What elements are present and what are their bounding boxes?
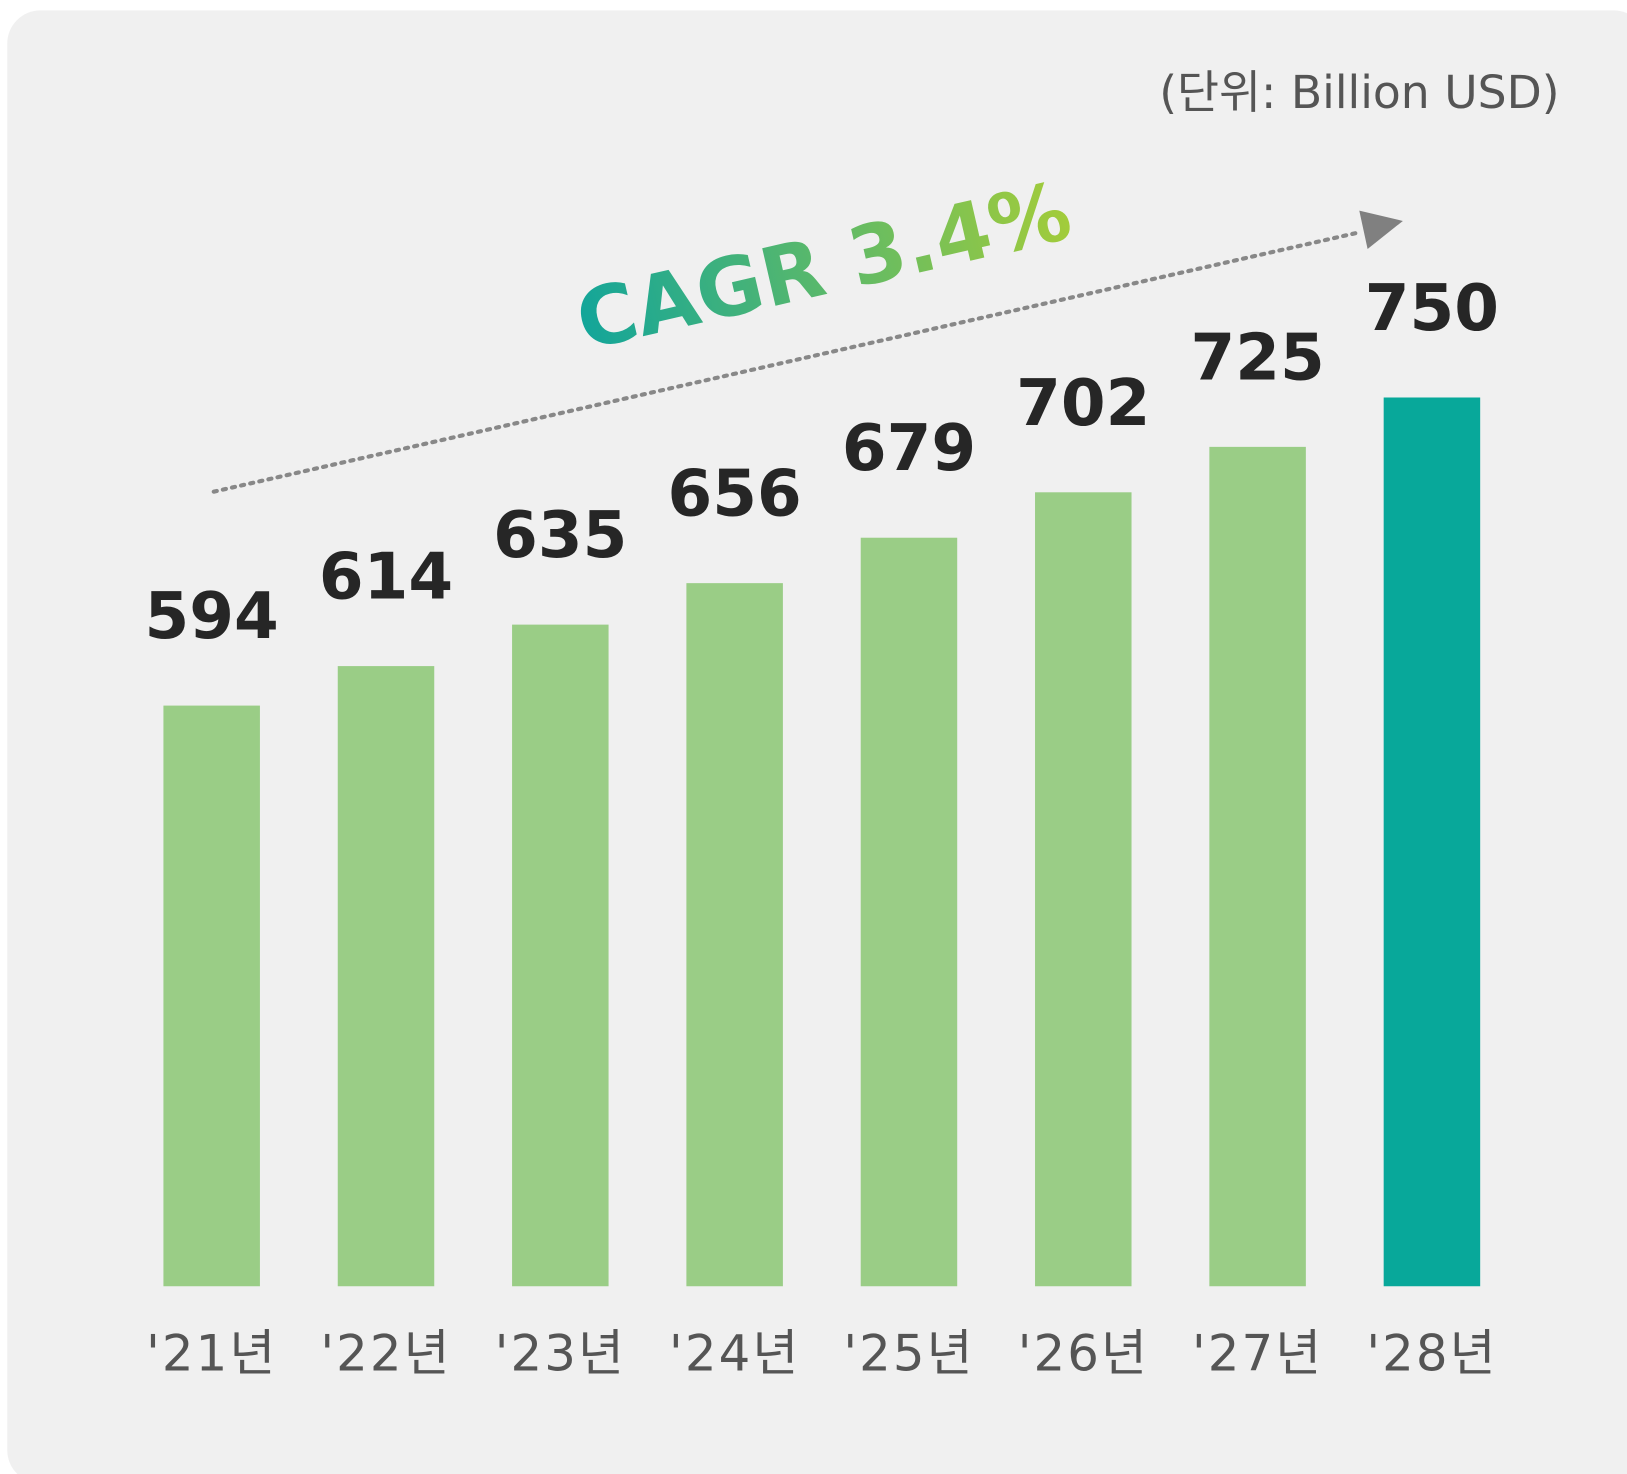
x-tick-label: '24년 (669, 1324, 800, 1382)
x-tick-label: '26년 (1018, 1324, 1149, 1382)
value-label: 594 (145, 579, 279, 654)
x-tick-label: '23년 (495, 1324, 626, 1382)
bar (163, 705, 260, 1287)
value-label: 725 (1190, 320, 1324, 395)
x-tick-label: '28년 (1366, 1324, 1497, 1382)
x-tick-label: '25년 (843, 1324, 974, 1382)
arrow-head (1359, 210, 1403, 249)
bar (337, 666, 435, 1287)
bar (860, 537, 958, 1287)
x-tick-label: '21년 (146, 1324, 277, 1382)
value-label: 679 (842, 411, 976, 486)
bar (512, 624, 609, 1287)
unit-label: (단위: Billion USD) (1159, 66, 1559, 119)
bar (1383, 397, 1481, 1287)
bar (1035, 492, 1132, 1287)
x-tick-label: '27년 (1192, 1324, 1323, 1382)
value-label: 656 (668, 457, 802, 532)
value-label: 614 (319, 540, 453, 615)
bar (1209, 446, 1306, 1287)
trend-arrow (211, 230, 1362, 494)
value-label: 750 (1365, 271, 1499, 346)
x-tick-label: '22년 (320, 1324, 451, 1382)
value-label: 635 (493, 498, 627, 573)
bar (686, 583, 783, 1287)
value-label: 702 (1016, 366, 1150, 441)
